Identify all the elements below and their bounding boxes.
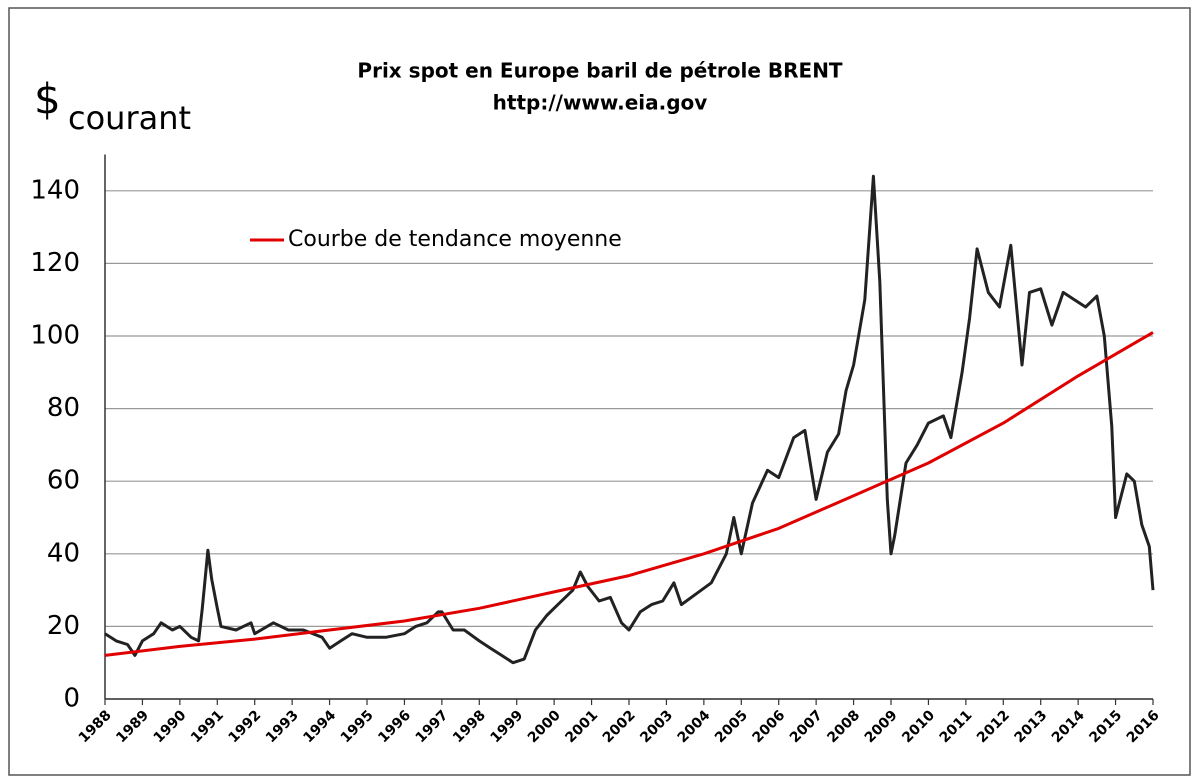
chart-frame [8,7,1191,776]
series-line [104,174,1155,665]
chart-title: Prix spot en Europe baril de pétrole BRE… [357,59,843,83]
legend-label: Courbe de tendance moyenne [288,227,622,252]
y-unit: $ [34,75,61,124]
y-tick-label: 100 [30,321,80,351]
y-tick-label: 60 [47,466,80,496]
y-tick-label: 0 [63,684,80,714]
series-line [104,331,1154,657]
y-tick-label: 140 [30,175,80,205]
y-tick-label: 40 [47,538,80,568]
y-tick-label: 80 [47,393,80,423]
chart-subtitle: http://www.eia.gov [493,91,708,115]
y-tick-label: 20 [47,611,80,641]
y-tick-label: 120 [30,248,80,278]
y-unit-sub: courant [68,99,191,137]
